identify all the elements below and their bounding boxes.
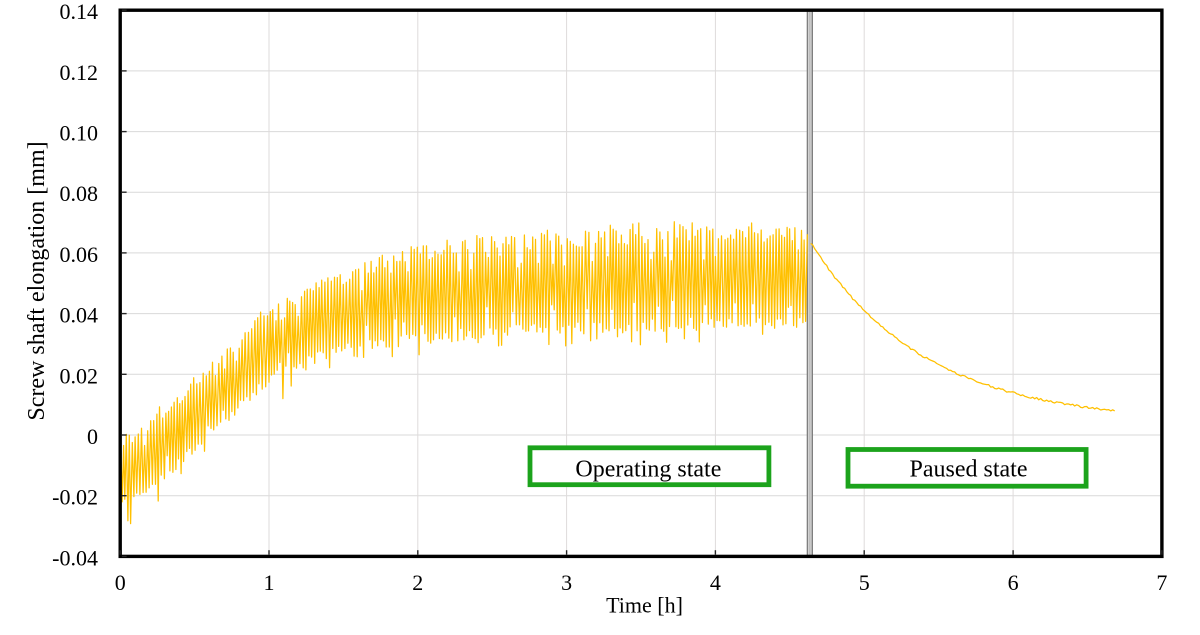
svg-text:0.12: 0.12 [60,60,99,85]
svg-text:4: 4 [710,570,721,595]
svg-text:6: 6 [1008,570,1019,595]
svg-text:-0.02: -0.02 [52,485,98,510]
svg-text:5: 5 [859,570,870,595]
svg-text:1: 1 [264,570,275,595]
svg-text:0: 0 [115,570,126,595]
svg-text:Operating state: Operating state [575,457,721,483]
svg-text:Screw shaft elongation [mm]: Screw shaft elongation [mm] [24,141,50,420]
svg-text:Time [h]: Time [h] [606,593,683,618]
svg-text:-0.04: -0.04 [52,545,98,570]
svg-text:0.02: 0.02 [60,363,99,388]
svg-text:0: 0 [87,424,98,449]
svg-text:0.08: 0.08 [60,181,99,206]
svg-text:0.04: 0.04 [60,303,99,328]
svg-text:0.06: 0.06 [60,242,99,267]
svg-text:3: 3 [561,570,572,595]
svg-text:2: 2 [412,570,423,595]
svg-text:Paused state: Paused state [910,457,1028,483]
svg-text:0.10: 0.10 [60,121,99,146]
svg-text:0.14: 0.14 [60,0,99,24]
svg-text:7: 7 [1156,570,1167,595]
